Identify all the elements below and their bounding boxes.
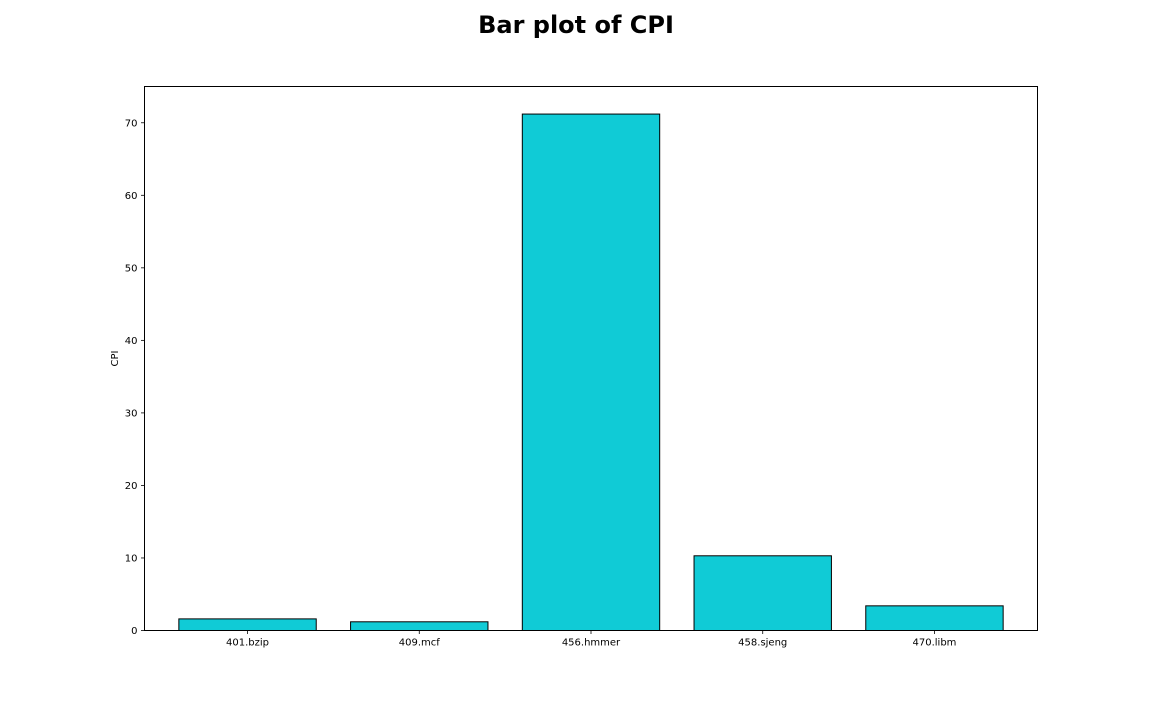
x-tick-label: 401.bzip (226, 638, 269, 649)
y-tick-label: 0 (131, 626, 137, 637)
y-tick-label: 10 (125, 553, 138, 564)
x-axis-ticks: 401.bzip 409.mcf 456.hmmer 458.sjeng 470.lib… (226, 630, 957, 649)
x-tick-label: 470.libm (913, 638, 957, 649)
bars-layer (178, 113, 1004, 632)
y-tick-label: 70 (125, 118, 138, 129)
y-tick-label: 40 (125, 336, 138, 347)
y-axis-label: CPI (110, 351, 121, 367)
bar-456.hmmer (521, 113, 661, 631)
y-axis-ticks: 0 10 20 30 40 50 60 70 (125, 118, 145, 637)
plot-frame (144, 86, 1038, 631)
bar-401.bzip (178, 618, 317, 631)
y-tick-label: 50 (125, 263, 138, 274)
chart-title: Bar plot of CPI (478, 11, 674, 39)
y-tick-label: 60 (125, 191, 138, 202)
y-tick-label: 20 (125, 481, 138, 492)
bar-458.sjeng (693, 555, 832, 631)
x-tick-label: 409.mcf (399, 638, 441, 649)
bar-470.libm (865, 605, 1004, 632)
x-tick-label: 458.sjeng (738, 638, 787, 649)
x-tick-label: 456.hmmer (562, 638, 621, 649)
bar-409.mcf (350, 621, 489, 632)
y-tick-label: 30 (125, 408, 138, 419)
